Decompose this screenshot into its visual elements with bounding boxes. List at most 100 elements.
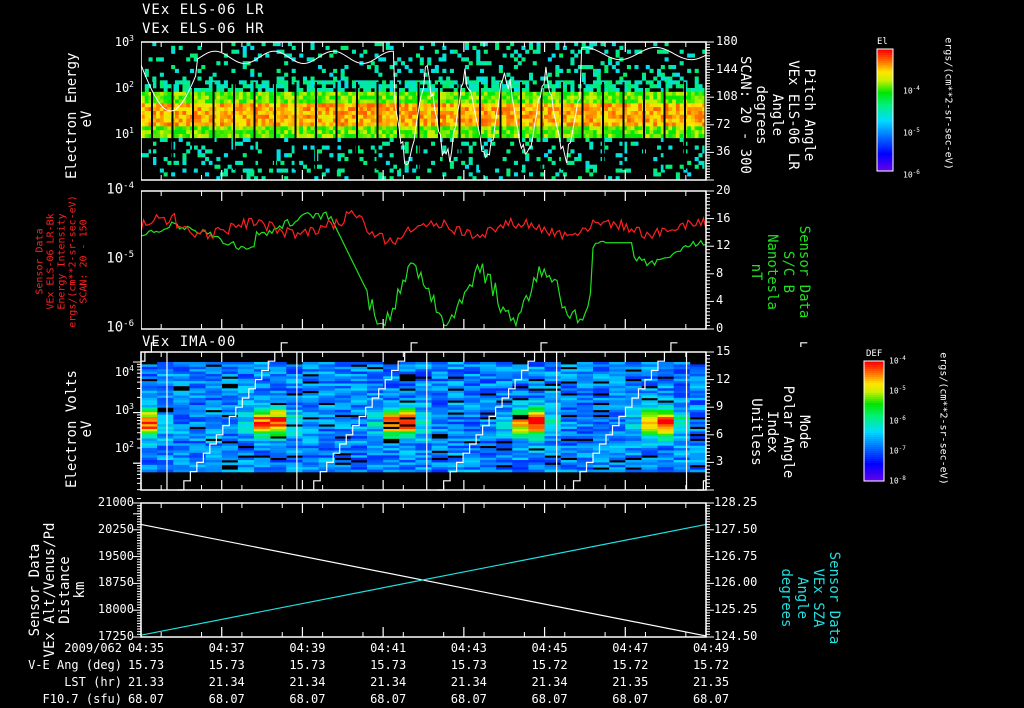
footer-value: 15.72 (692, 658, 730, 672)
panel1-rtick: 72 (716, 116, 731, 131)
panel1-ylabel-line1: Electron Energy (64, 52, 80, 179)
footer-value: 21.35 (692, 675, 730, 689)
colorbar-tick: 10-8 (889, 475, 906, 486)
panel3-right-label: Mode Polar Angle Index Unitless (748, 372, 812, 492)
footer-value: 21.34 (370, 675, 407, 689)
panel3-rtick: 9 (716, 399, 724, 414)
footer-value: 68.07 (208, 692, 245, 706)
rlabel-line: Angle (769, 93, 785, 137)
footer-row: 2009/062 04:35 04:37 04:39 04:41 04:43 04:45 04… (0, 640, 1024, 656)
panel1-colorbar-title: El (877, 37, 888, 47)
footer-value: 68.07 (531, 692, 568, 706)
panel4-rtick: 126.75 (714, 548, 758, 563)
rlabel-line: Sensor Data (796, 225, 812, 319)
panel1-colorbar (876, 48, 894, 172)
panel3-ylabel: Electron Volts eV (64, 369, 95, 489)
panel2-ltick: 10-6 (106, 319, 134, 336)
footer-row: F10.7 (sfu) 68.07 68.07 68.07 68.07 68.07 68.0… (0, 691, 1024, 707)
footer-value: 21.33 (127, 675, 165, 689)
colorbar-tick: 10-7 (889, 445, 906, 456)
footer-value: 21.34 (208, 675, 245, 689)
panel3-rtick: 15 (716, 344, 731, 358)
panel1-ytick: 103 (114, 34, 134, 49)
panel1-heatmap (140, 42, 707, 181)
footer-row-label: LST (hr) (64, 675, 122, 689)
colorbar-tick: 10-4 (889, 355, 906, 366)
panel2-rtick: 0 (716, 321, 724, 335)
panel4-rtick: 124.50 (714, 629, 758, 643)
panel1-ylabel-line2: eV (79, 110, 95, 128)
footer-value: 04:39 (289, 641, 326, 655)
panel3-title: VEx IMA-00 (142, 334, 237, 350)
panel1-ytick: 101 (114, 126, 134, 141)
footer-row-label: F10.7 (sfu) (42, 692, 122, 706)
panel3-rtick: 3 (716, 454, 724, 469)
rlabel-line: VEx ELS-06 LR (785, 60, 801, 170)
colorbar-tick: 10-5 (889, 385, 906, 396)
footer-value: 15.73 (450, 658, 487, 672)
llabel-line: Distance (57, 556, 73, 624)
rlabel-line: nT (748, 263, 764, 281)
footer-value: 68.07 (370, 692, 407, 706)
colorbar-tick: 10-6 (889, 415, 906, 426)
bfield-line (140, 211, 707, 328)
llabel-line: Sensor Data (34, 228, 46, 295)
panel1-subtitle: VEx ELS-06 HR (142, 21, 265, 37)
footer-value: 04:49 (692, 641, 730, 655)
panel4-left-label: Sensor Data VEx Alt/Venus/Pd Distance km (27, 520, 88, 660)
panel1-right-label: Pitch Angle VEx ELS-06 LR Angle degrees … (737, 35, 817, 195)
footer-value: 04:37 (208, 641, 245, 655)
rlabel-line: Unitless (748, 398, 764, 466)
rlabel-line: degrees (753, 85, 769, 145)
panel1-rtick: 108 (716, 89, 738, 104)
panel1-title: VEx ELS-06 LR (142, 2, 265, 18)
footer-value: 68.07 (692, 692, 730, 706)
footer-value: 04:41 (370, 641, 407, 655)
panel2-rtick: 4 (716, 293, 724, 308)
llabel-line: km (72, 581, 88, 599)
panel3-heatmap (47, 342, 808, 491)
rlabel-line: Index (764, 410, 780, 454)
footer-value: 21.34 (450, 675, 487, 689)
rlabel-line: Polar Angle (780, 385, 796, 479)
footer-value: 04:45 (531, 641, 568, 655)
footer-value: 68.07 (289, 692, 326, 706)
footer-value: 21.34 (289, 675, 326, 689)
panel1-ylabel: Electron Energy eV (64, 52, 95, 179)
panel4-ltick: 17250 (97, 629, 134, 643)
llabel-line: VEx ELS-06 LR-Bk (45, 213, 57, 310)
rlabel-line: Mode (796, 415, 812, 449)
llabel-line: Sensor Data (27, 543, 43, 637)
footer-value: 15.73 (289, 658, 326, 672)
footer-value: 68.07 (612, 692, 649, 706)
intensity-line (140, 209, 707, 246)
panel3-colorbar (863, 360, 885, 482)
panel2-rtick: 12 (716, 238, 731, 253)
llabel-line: Energy Intensity (56, 213, 68, 310)
panel3-rtick: 12 (716, 371, 731, 386)
panel3-colorbar-unit: ergs/(cm**2-sr-sec-eV) (937, 352, 949, 485)
panel3-ytick: 104 (114, 364, 134, 379)
footer-value: 68.07 (127, 692, 165, 706)
panel3-ylabel-line1: Electron Volts (64, 370, 80, 489)
llabel-line: SCAN: 20 - 150 (78, 219, 90, 304)
panel1-ytick: 102 (114, 80, 134, 95)
colorbar-tick: 10-5 (903, 127, 920, 138)
panel2-right-label: Sensor Data S/C B Nanotesla nT (748, 212, 812, 332)
panel3-ylabel-line2: eV (79, 420, 95, 438)
footer-value: 04:35 (127, 641, 165, 655)
panel2-ltick: 10-5 (106, 250, 134, 267)
panel2-ltick: 10-4 (106, 181, 134, 198)
footer-value: 04:47 (612, 641, 649, 655)
rlabel-line: SCAN: 20 - 300 (737, 55, 753, 174)
footer-value: 15.72 (612, 658, 649, 672)
footer-row-label: V-E Ang (deg) (28, 658, 122, 672)
panel2-rtick: 20 (716, 183, 731, 197)
panel3-colorbar-title: DEF (866, 349, 883, 359)
panel1-rtick: 144 (716, 61, 738, 76)
footer-value: 68.07 (450, 692, 487, 706)
footer-value: 15.73 (370, 658, 407, 672)
rlabel-line: S/C B (780, 250, 796, 294)
panel4-ltick: 19500 (97, 548, 134, 563)
